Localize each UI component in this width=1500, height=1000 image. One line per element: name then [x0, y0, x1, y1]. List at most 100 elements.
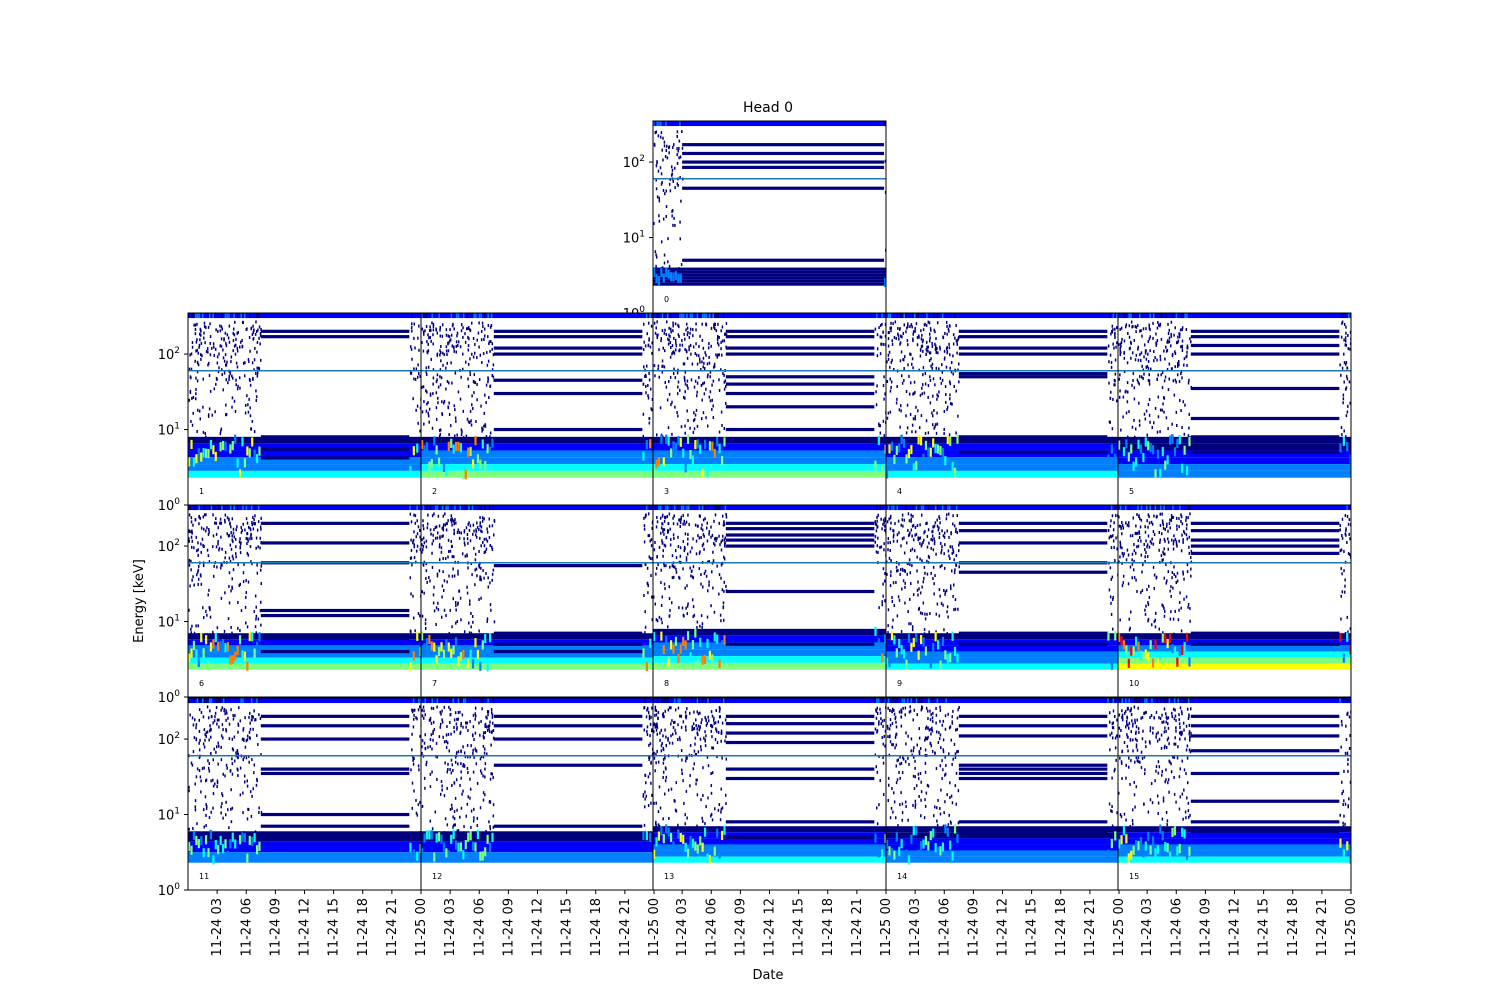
top-stripe [448, 698, 451, 704]
hot-cell [934, 632, 937, 642]
noise-dot [708, 361, 711, 365]
panel-5: 5 [1117, 312, 1352, 506]
noise-dot [675, 570, 678, 574]
top-stripe [721, 698, 723, 704]
noise-dot [931, 362, 934, 366]
top-stripe [208, 313, 211, 319]
top-stripe [874, 698, 876, 704]
y-tick-label: 101 [158, 807, 180, 824]
noise-dot [684, 725, 687, 729]
noise-dot [684, 396, 686, 400]
noise-dot [425, 370, 428, 374]
noise-dot [1139, 329, 1141, 333]
quiet-line [1190, 386, 1340, 391]
noise-dot [943, 535, 946, 539]
noise-dot [492, 353, 495, 357]
noise-dot [1180, 606, 1182, 610]
noise-dot [1166, 339, 1169, 343]
noise-dot [684, 347, 686, 351]
quiet-line [493, 642, 643, 646]
x-tick-label: 11-25 00 [647, 898, 662, 956]
noise-dot [886, 560, 888, 564]
hot-cell [474, 842, 477, 852]
hot-cell [915, 633, 918, 643]
noise-dot [1121, 551, 1124, 555]
noise-dot [698, 551, 701, 555]
noise-dot [1152, 321, 1154, 325]
noise-dot [449, 338, 452, 342]
noise-dot [195, 624, 197, 628]
low-band-row [421, 657, 654, 664]
noise-dot [711, 714, 714, 718]
noise-dot [644, 797, 646, 801]
noise-dot [944, 331, 946, 335]
noise-dot [701, 718, 703, 722]
noise-dot [410, 592, 412, 596]
hot-cell [258, 841, 261, 852]
noise-dot [480, 404, 482, 408]
noise-dot [412, 541, 414, 545]
noise-dot [677, 823, 679, 827]
noise-dot [700, 798, 702, 802]
noise-dot [912, 593, 915, 597]
noise-dot [454, 755, 457, 759]
noise-dot [421, 410, 424, 414]
noise-dot [670, 403, 672, 407]
noise-dot [711, 746, 713, 750]
noise-dot [917, 409, 919, 413]
noise-dot [1145, 357, 1148, 361]
noise-dot [486, 752, 488, 756]
noise-dot [1130, 610, 1132, 614]
hot-cell [711, 654, 714, 664]
noise-dot [1181, 426, 1183, 430]
noise-dot [943, 588, 945, 592]
noise-dot [644, 773, 646, 777]
noise-dot [490, 708, 493, 712]
noise-dot [230, 788, 232, 792]
noise-dot [717, 730, 720, 734]
noise-dot [1131, 351, 1134, 355]
noise-dot [928, 321, 931, 325]
noise-dot [679, 220, 681, 224]
noise-dot [719, 715, 721, 719]
hot-cell [471, 659, 475, 669]
noise-dot [246, 779, 248, 783]
noise-dot [478, 321, 480, 325]
noise-dot [1163, 396, 1166, 400]
noise-dot [469, 328, 471, 332]
noise-dot [921, 612, 924, 616]
noise-dot [221, 547, 223, 551]
noise-dot [651, 557, 653, 561]
noise-dot [251, 523, 253, 527]
noise-dot [1142, 563, 1144, 567]
noise-dot [218, 366, 220, 370]
noise-dot [656, 520, 659, 524]
noise-dot [876, 347, 879, 351]
noise-dot [933, 542, 936, 546]
noise-dot [191, 716, 194, 720]
noise-dot [1341, 572, 1343, 576]
noise-dot [889, 548, 891, 552]
noise-dot [415, 798, 417, 802]
top-stripe [224, 698, 227, 704]
top-stripe [245, 505, 248, 511]
noise-dot [1171, 576, 1173, 580]
noise-dot [684, 813, 686, 817]
noise-dot [1181, 533, 1183, 537]
noise-dot [225, 403, 227, 407]
noise-dot [1109, 595, 1112, 599]
noise-dot [1138, 423, 1141, 427]
noise-dot [452, 519, 455, 523]
noise-dot [1119, 540, 1121, 544]
noise-dot [678, 349, 680, 353]
noise-dot [1155, 342, 1158, 346]
noise-dot [937, 528, 940, 532]
top-stripe [457, 698, 460, 704]
noise-dot [413, 322, 415, 326]
noise-dot [238, 584, 241, 588]
noise-dot [658, 196, 661, 200]
noise-dot [710, 525, 712, 529]
noise-dot [411, 563, 413, 567]
noise-dot [251, 333, 254, 337]
noise-dot [946, 350, 949, 354]
